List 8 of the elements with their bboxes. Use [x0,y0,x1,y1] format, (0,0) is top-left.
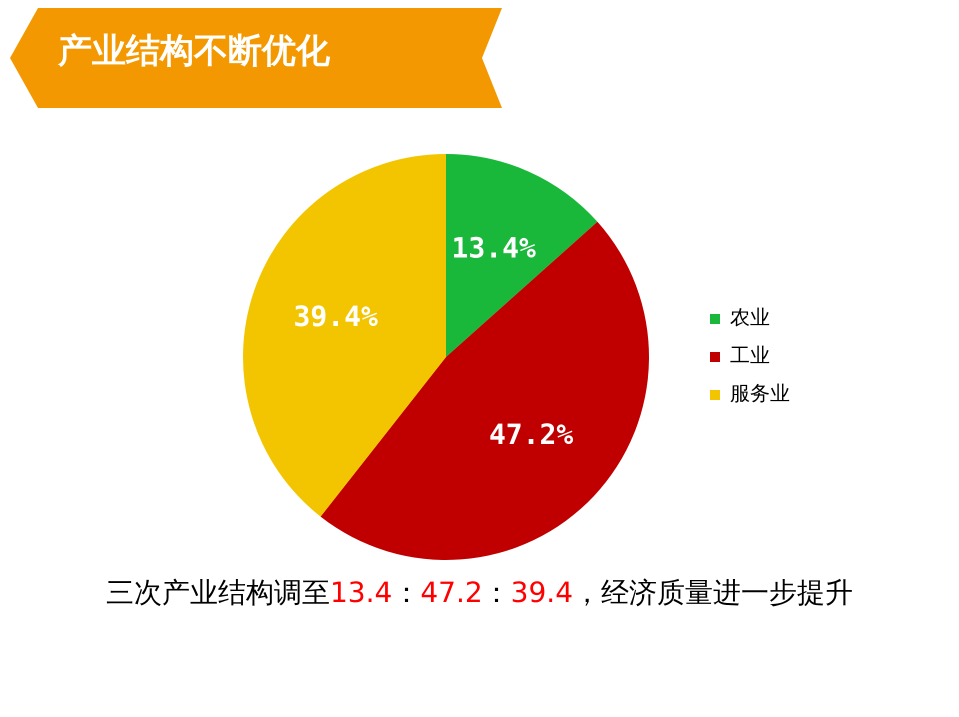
chart-title: 产业结构不断优化 [58,30,330,73]
data-label: 39.4% [294,300,378,334]
text: 三次产业结构调至13.4：47.2：39.4，经济质量进一步提升 [104,575,854,611]
legend-label: 农业 [730,305,770,330]
legend-label: 服务业 [730,381,790,406]
data-label: 47.2% [488,418,574,452]
legend-label: 工业 [730,343,770,368]
data-label: 13.4% [452,232,536,265]
